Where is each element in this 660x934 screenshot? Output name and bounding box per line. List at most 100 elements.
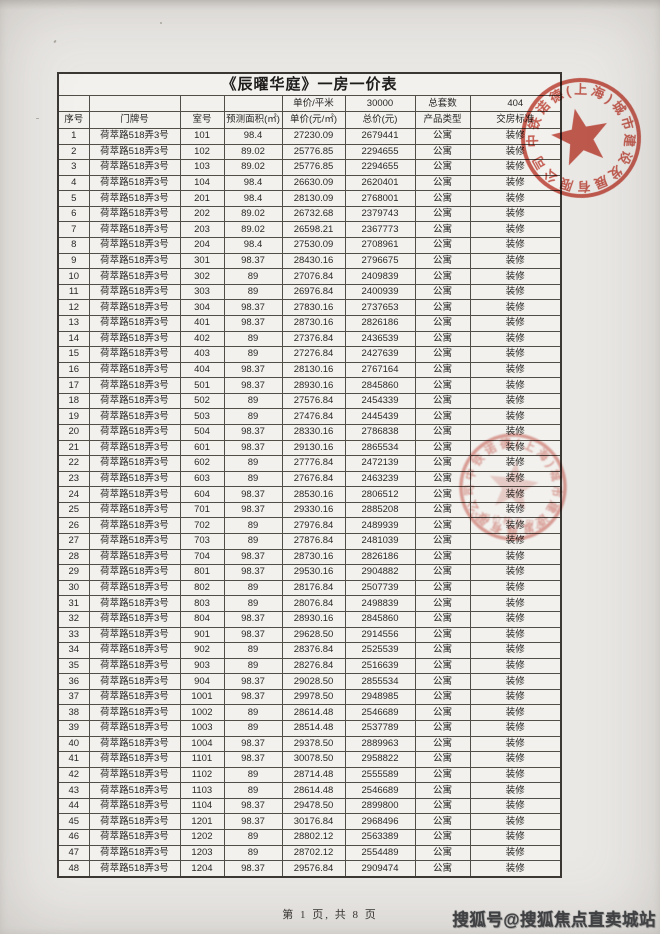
cell-area: 98.37	[223, 673, 283, 690]
table-row: 27 荷萃路518弄3号 703 89 27876.84 2481039 公寓 装修	[57, 533, 562, 550]
table-row: 46 荷萃路518弄3号 1202 89 28802.12 2563389 公寓 装修	[57, 829, 562, 846]
cell-unit-price: 28130.16	[281, 361, 346, 379]
cell-area: 98.37	[223, 860, 283, 878]
cell-product-type: 公寓	[414, 392, 471, 410]
cell-unit-price: 28376.84	[281, 642, 346, 659]
cell-unit-price: 26598.21	[281, 221, 346, 239]
cell-seq: 45	[57, 813, 90, 831]
cell-unit-price: 27776.84	[281, 455, 346, 472]
cell-area: 98.4	[223, 237, 283, 254]
cell-total-price: 2889963	[344, 735, 416, 753]
cell-product-type: 公寓	[414, 128, 471, 145]
table-row: 21 荷萃路518弄3号 601 98.37 29130.16 2865534 公寓 装修	[57, 439, 562, 457]
cell-delivery-standard: 装修	[469, 844, 562, 862]
table-row: 28 荷萃路518弄3号 704 98.37 28730.16 2826186 公寓 装修	[57, 548, 562, 566]
table-row: 40 荷萃路518弄3号 1004 98.37 29378.50 2889963 公寓 装修	[57, 735, 562, 753]
cell-address: 荷萃路518弄3号	[88, 704, 181, 721]
cell-area: 89	[223, 657, 283, 675]
cell-delivery-standard: 装修	[469, 548, 562, 566]
cell-address: 荷萃路518弄3号	[88, 595, 181, 612]
cell-total-price: 2865534	[344, 439, 416, 457]
cell-room: 403	[179, 346, 225, 363]
cell-area: 98.37	[223, 423, 283, 441]
cell-delivery-standard: 装修	[469, 377, 562, 394]
cell-seq: 37	[57, 688, 90, 706]
cell-seq: 26	[57, 517, 90, 535]
cell-area: 89	[223, 470, 283, 488]
cell-unit-price: 27276.84	[281, 346, 346, 363]
cell-address: 荷萃路518弄3号	[88, 533, 181, 550]
cell-area: 89	[223, 268, 283, 285]
cell-seq: 14	[57, 330, 90, 348]
cell-seq: 9	[57, 252, 90, 270]
cell-product-type: 公寓	[414, 283, 471, 301]
cell-product-type: 公寓	[414, 314, 471, 332]
cell-room: 902	[179, 642, 225, 659]
cell-room: 1104	[179, 797, 225, 815]
cell-product-type: 公寓	[414, 221, 471, 239]
cell-room: 304	[179, 299, 225, 316]
cell-total-price: 2427639	[344, 346, 416, 363]
cell-delivery-standard: 装修	[469, 813, 562, 831]
watermark-text: 搜狐号@搜狐焦点直卖城站	[452, 910, 656, 930]
table-header-row: 序号 门牌号 室号 预测面积(㎡) 单价(元/㎡) 总价(元) 产品类型 交房标准	[57, 111, 562, 129]
cell-area: 98.37	[223, 735, 283, 753]
cell-address: 荷萃路518弄3号	[88, 735, 181, 753]
cell-address: 荷萃路518弄3号	[88, 299, 181, 316]
cell-area: 89	[223, 782, 283, 799]
cell-room: 1203	[179, 844, 225, 862]
cell-address: 荷萃路518弄3号	[88, 159, 181, 176]
cell-room: 502	[179, 392, 225, 410]
cell-seq: 25	[57, 501, 90, 519]
cell-address: 荷萃路518弄3号	[88, 330, 181, 348]
cell-seq: 32	[57, 610, 90, 628]
cell-address: 荷萃路518弄3号	[88, 501, 181, 519]
cell-total-price: 2400939	[344, 283, 416, 301]
cell-total-price: 2294655	[344, 143, 416, 161]
cell-room: 1202	[179, 829, 225, 846]
cell-seq: 19	[57, 408, 90, 425]
cell-product-type: 公寓	[414, 143, 471, 161]
cell-product-type: 公寓	[414, 626, 471, 644]
cell-unit-price: 28276.84	[281, 657, 346, 675]
table-row: 37 荷萃路518弄3号 1001 98.37 29978.50 2948985 公寓 装修	[57, 688, 562, 706]
cell-address: 荷萃路518弄3号	[88, 439, 181, 457]
cell-unit-price: 30078.50	[281, 751, 346, 768]
cell-unit-price: 27976.84	[281, 517, 346, 535]
cell-room: 1003	[179, 719, 225, 737]
table-row: 34 荷萃路518弄3号 902 89 28376.84 2525539 公寓 装修	[57, 642, 562, 659]
cell-unit-price: 29130.16	[281, 439, 346, 457]
table-row: 39 荷萃路518弄3号 1003 89 28514.48 2537789 公寓 装修	[57, 719, 562, 737]
cell-address: 荷萃路518弄3号	[88, 797, 181, 815]
page-title: 《辰曜华庭》一房一价表	[57, 72, 562, 96]
cell-total-price: 2679441	[344, 128, 416, 145]
table-row: 7 荷萃路518弄3号 203 89.02 26598.21 2367773 公寓 装修	[57, 221, 562, 239]
cell-delivery-standard: 装修	[469, 174, 562, 192]
cell-room: 室号	[179, 111, 225, 129]
cell-product-type: 公寓	[414, 252, 471, 270]
table-row: 3 荷萃路518弄3号 103 89.02 25776.85 2294655 公寓 装修	[57, 159, 562, 176]
cell-area: 89.02	[223, 143, 283, 161]
cell-total-price: 30000	[344, 95, 416, 112]
cell-delivery-standard: 装修	[469, 626, 562, 644]
cell-area: 98.4	[223, 190, 283, 207]
cell-address: 荷萃路518弄3号	[88, 719, 181, 737]
cell-total-price: 2737653	[344, 299, 416, 316]
cell-address: 荷萃路518弄3号	[88, 751, 181, 768]
cell-product-type: 总套数	[414, 95, 471, 112]
cell-room: 201	[179, 190, 225, 207]
cell-delivery-standard: 404	[469, 95, 562, 112]
cell-seq: 8	[57, 237, 90, 254]
cell-area: 89	[223, 579, 283, 597]
cell-area: 89	[223, 595, 283, 612]
table-row: 45 荷萃路518弄3号 1201 98.37 30176.84 2968496 公寓 装修	[57, 813, 562, 831]
cell-total-price: 2367773	[344, 221, 416, 239]
cell-seq: 17	[57, 377, 90, 394]
cell-product-type: 公寓	[414, 751, 471, 768]
cell-delivery-standard: 装修	[469, 533, 562, 550]
cell-address: 荷萃路518弄3号	[88, 252, 181, 270]
cell-total-price: 2294655	[344, 159, 416, 176]
cell-room: 901	[179, 626, 225, 644]
cell-delivery-standard: 装修	[469, 346, 562, 363]
table-row: 48 荷萃路518弄3号 1204 98.37 29576.84 2909474 公寓 装修	[57, 860, 562, 878]
